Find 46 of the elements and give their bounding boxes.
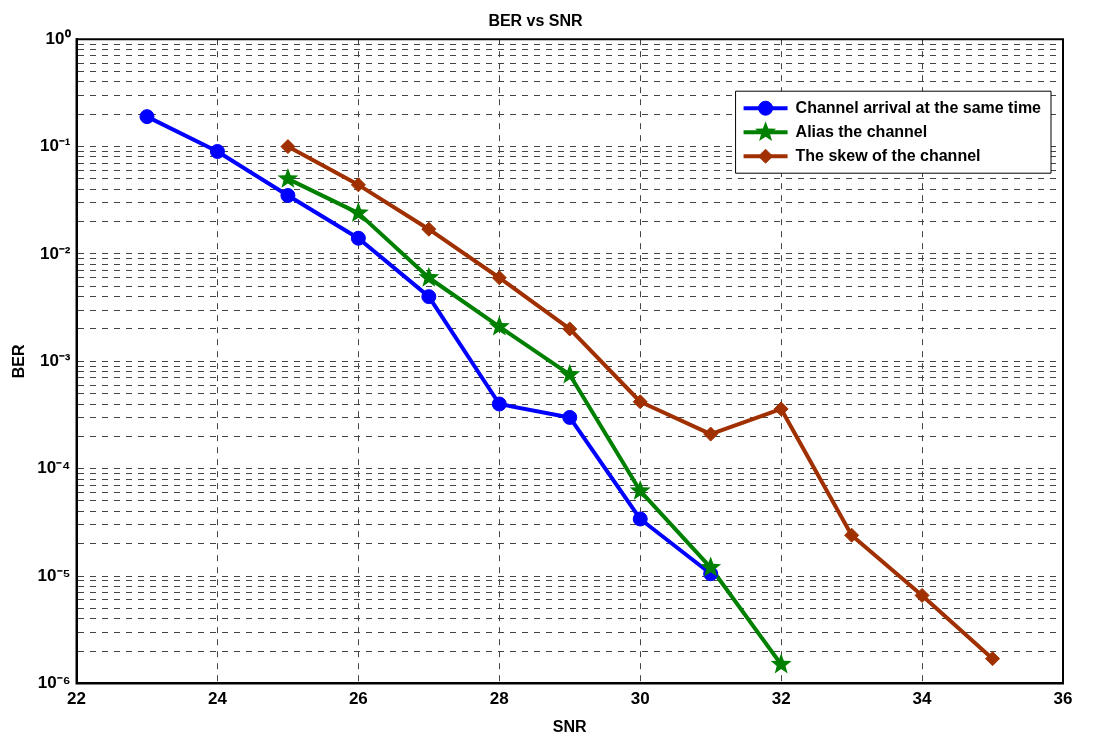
point xyxy=(844,527,860,543)
point xyxy=(632,394,648,410)
point xyxy=(703,426,719,442)
y-tick-label: 10⁻¹ xyxy=(39,136,71,156)
point xyxy=(700,556,722,577)
point xyxy=(139,109,155,125)
point xyxy=(629,479,651,500)
point xyxy=(280,188,296,204)
point xyxy=(277,167,299,188)
point xyxy=(421,221,437,237)
point xyxy=(985,651,1001,667)
point xyxy=(770,653,792,674)
point xyxy=(421,289,437,305)
point xyxy=(632,511,648,527)
x-tick-label: 30 xyxy=(630,689,650,709)
y-tick-label: 10⁻⁴ xyxy=(37,458,71,478)
y-tick-label: 10⁻³ xyxy=(39,350,71,370)
point xyxy=(418,266,440,287)
x-tick-label: 28 xyxy=(489,689,509,709)
y-tick-label: 10⁻² xyxy=(39,243,71,263)
point xyxy=(350,177,366,193)
y-tick-label: 10⁻⁵ xyxy=(37,565,71,585)
point xyxy=(491,396,507,412)
x-tick-label: 26 xyxy=(348,689,368,709)
x-axis-title: SNR xyxy=(552,717,588,735)
chart-title: BER vs SNR xyxy=(488,12,584,30)
point xyxy=(488,315,510,336)
point xyxy=(280,139,296,155)
legend-label: The skew of the channel xyxy=(795,146,981,164)
point xyxy=(350,230,366,246)
y-axis-title: BER xyxy=(10,343,28,379)
legend-label: Channel arrival at the same time xyxy=(795,98,1042,116)
y-tick-label: 10⁰ xyxy=(45,28,71,48)
point xyxy=(562,321,578,337)
x-tick-label: 24 xyxy=(207,689,228,709)
point xyxy=(559,363,581,384)
point xyxy=(914,587,930,603)
point xyxy=(773,401,789,417)
point xyxy=(491,270,507,286)
point xyxy=(209,143,225,159)
point xyxy=(562,409,578,425)
x-tick-label: 34 xyxy=(912,689,933,709)
legend-label: Alias the channel xyxy=(795,122,928,140)
x-tick-label: 32 xyxy=(771,689,791,709)
x-tick-label: 36 xyxy=(1053,689,1073,709)
point xyxy=(347,202,369,223)
